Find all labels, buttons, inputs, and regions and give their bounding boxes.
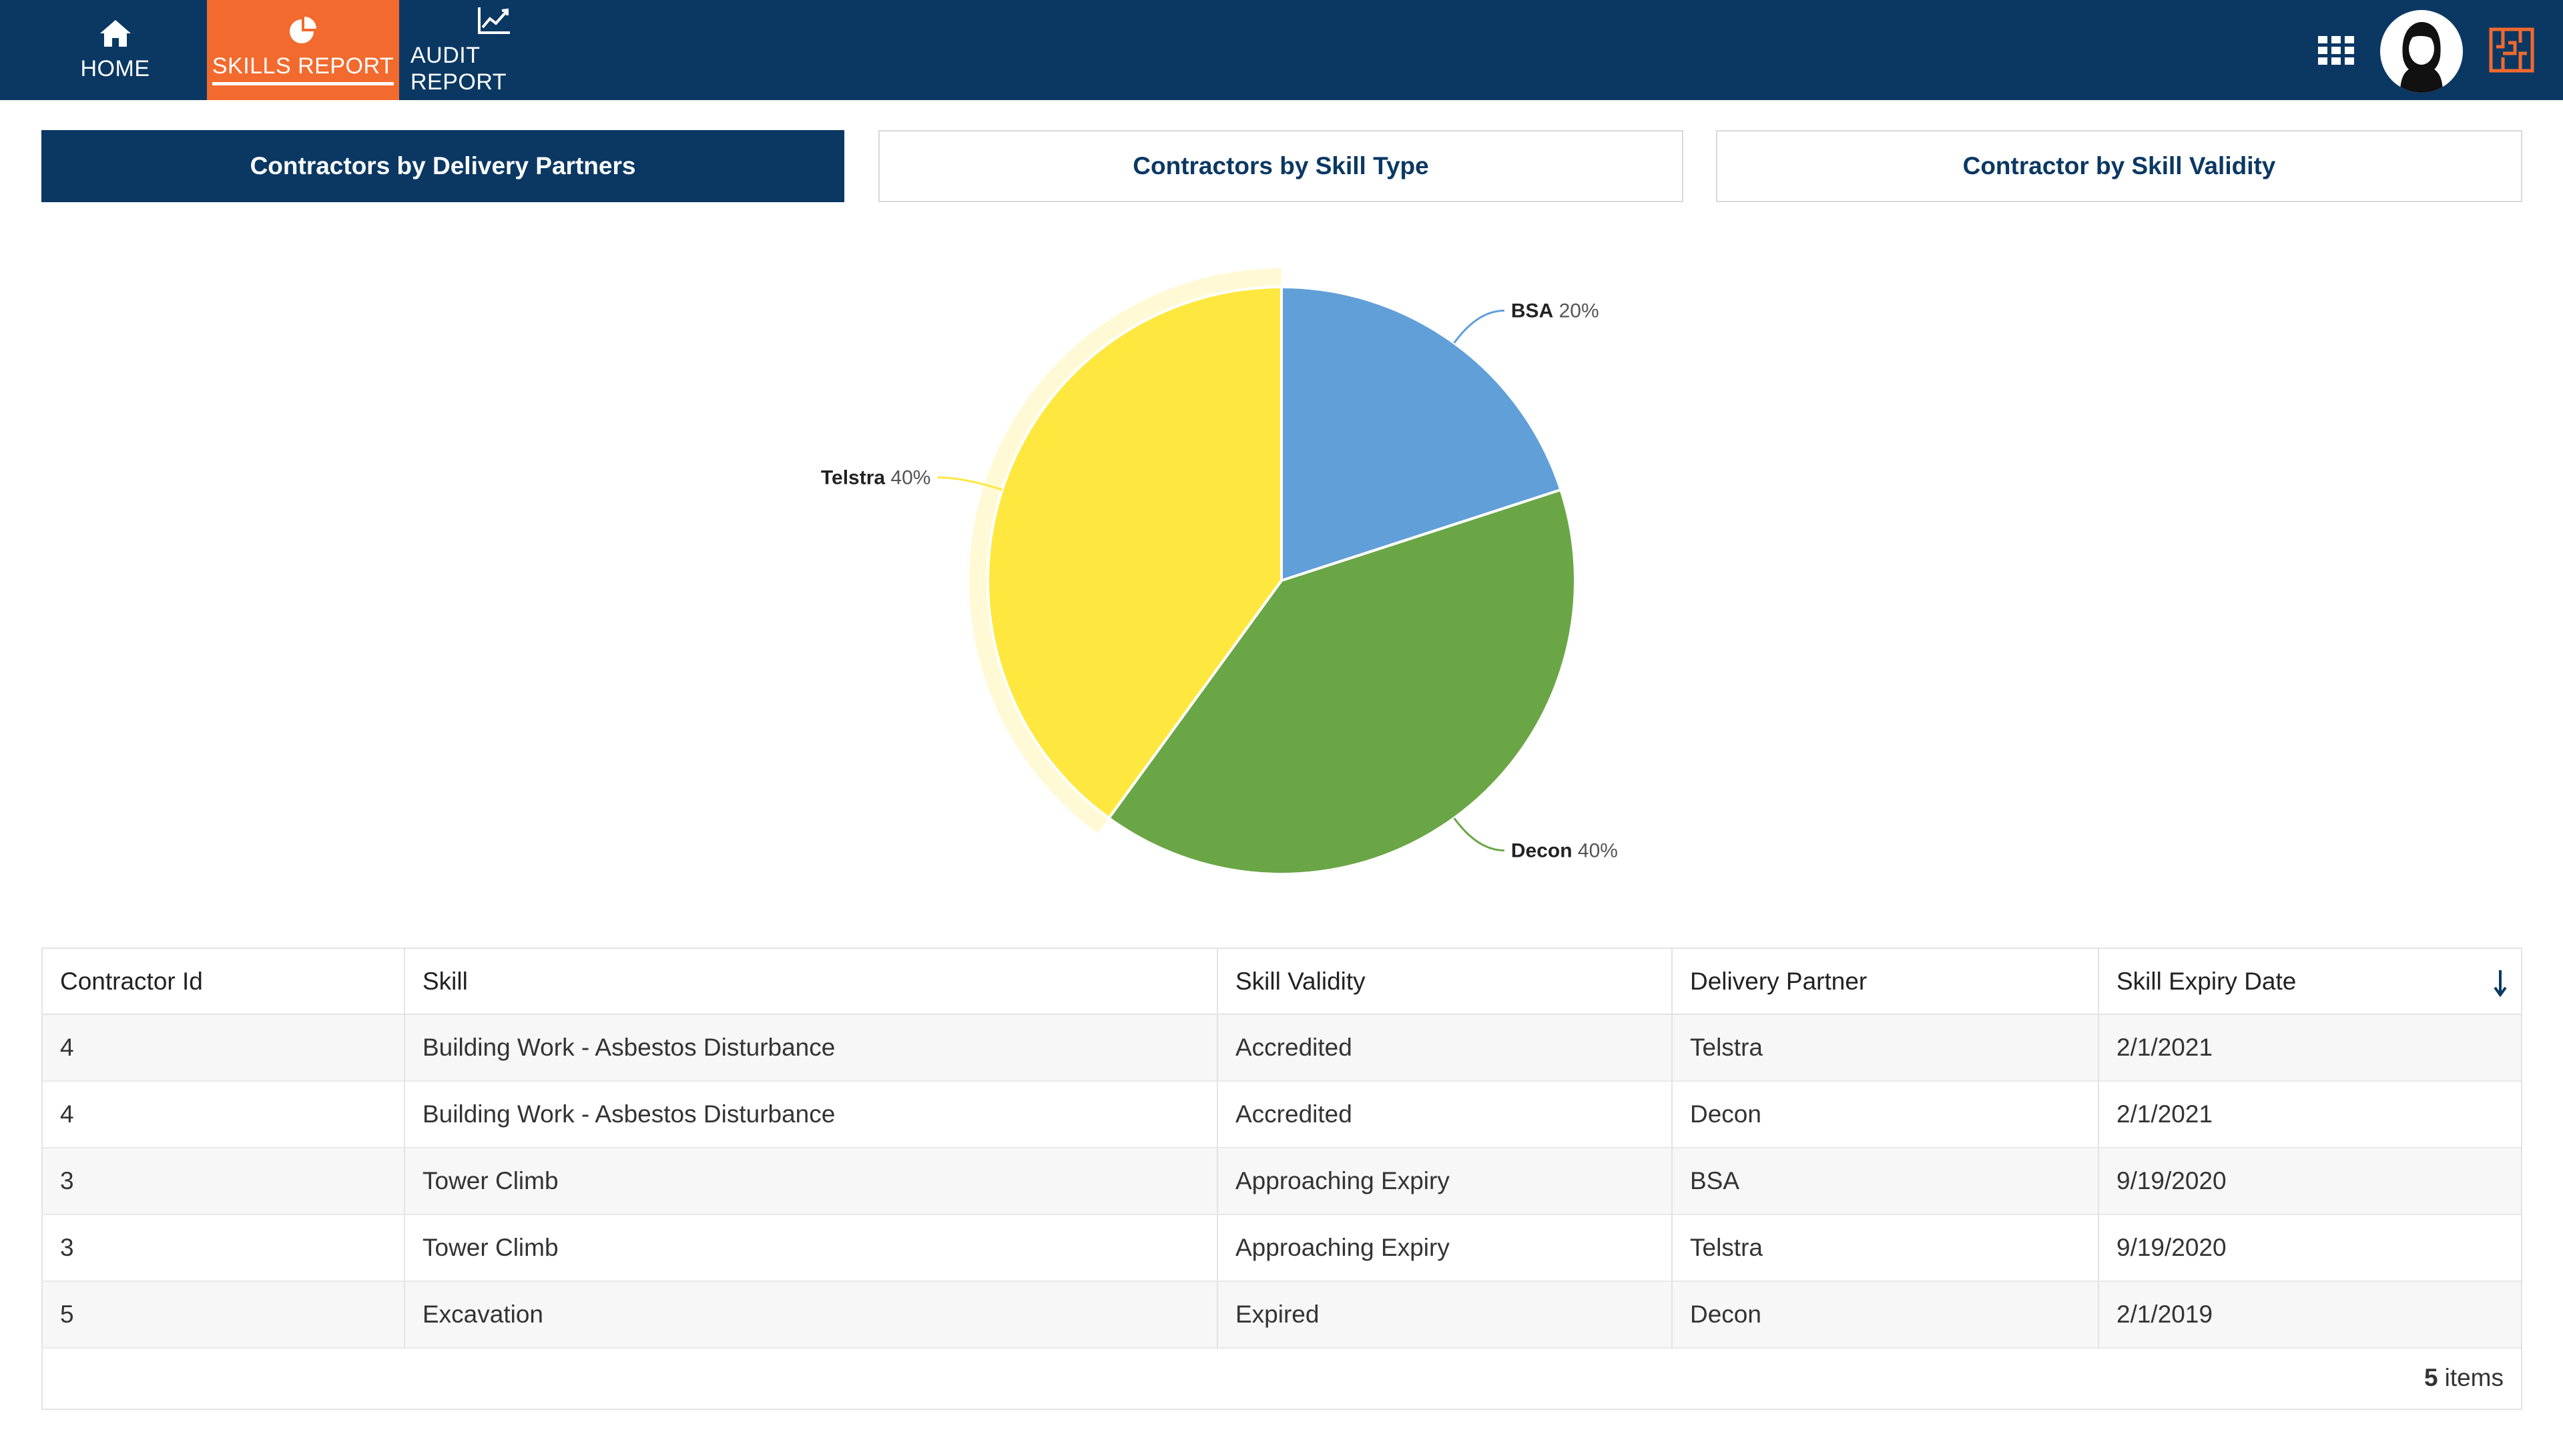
- column-header-skill-validity[interactable]: Skill Validity: [1217, 949, 1673, 1015]
- pie-label-value: 40%: [885, 466, 930, 488]
- cell-contractor-id: 5: [43, 1281, 405, 1348]
- cell-skill-validity: Approaching Expiry: [1217, 1214, 1673, 1281]
- cell-skill-expiry-date: 9/19/2020: [2116, 1167, 2227, 1194]
- pie-label-connector-bsa: [1453, 309, 1504, 344]
- tab-contractors-by-skill-type[interactable]: Contractors by Skill Type: [878, 130, 1683, 202]
- pie-chart-icon: [290, 16, 316, 43]
- item-count-label: items: [2444, 1364, 2504, 1391]
- cell-skill-validity: Accredited: [1217, 1081, 1673, 1148]
- pie-slice-decon[interactable]: [1107, 488, 1577, 875]
- cell-skill: Tower Climb: [404, 1148, 1218, 1214]
- cell-skill: Excavation: [404, 1281, 1218, 1348]
- cell-delivery-partner: Decon: [1672, 1081, 2099, 1148]
- apps-grid-icon[interactable]: [2318, 36, 2355, 65]
- cell-skill-validity: Approaching Expiry: [1217, 1148, 1673, 1214]
- home-icon: [99, 20, 131, 47]
- column-header-contractor-id[interactable]: Contractor Id: [43, 949, 405, 1015]
- sort-descending-icon[interactable]: [2493, 969, 2508, 997]
- user-avatar[interactable]: [2380, 10, 2463, 93]
- nav-skills-report-label: SKILLS REPORT: [212, 53, 394, 85]
- cell-delivery-partner: Decon: [1672, 1281, 2099, 1348]
- table-row[interactable]: 3 Tower Climb Approaching Expiry Telstra…: [43, 1214, 2521, 1281]
- tab-contractors-by-delivery-partners[interactable]: Contractors by Delivery Partners: [41, 130, 844, 202]
- cell-delivery-partner: Telstra: [1672, 1014, 2099, 1081]
- pie-data-label-telstra: Telstra 40%: [821, 466, 931, 488]
- column-header-label: Skill Expiry Date: [2116, 967, 2297, 995]
- cell-skill-validity: Accredited: [1217, 1014, 1673, 1081]
- cell-skill: Building Work - Asbestos Disturbance: [404, 1014, 1218, 1081]
- table-row[interactable]: 5 Excavation Expired Decon 2/1/2019: [43, 1281, 2521, 1348]
- cell-skill: Building Work - Asbestos Disturbance: [404, 1081, 1218, 1148]
- cell-delivery-partner: Telstra: [1672, 1214, 2099, 1281]
- top-navigation-bar: HOME SKILLS REPORT AUDIT REPORT: [0, 0, 2563, 100]
- nav-audit-report-label: AUDIT REPORT: [410, 43, 507, 95]
- pie-label-value: 20%: [1553, 300, 1599, 322]
- nav-audit-report[interactable]: AUDIT REPORT: [410, 0, 577, 100]
- pie-label-name: Telstra: [821, 466, 885, 488]
- grid-footer: 5 items: [43, 1347, 2521, 1409]
- cell-skill-validity: Expired: [1217, 1281, 1673, 1348]
- cell-skill-expiry-date: 2/1/2021: [2116, 1034, 2213, 1061]
- nav-skills-report[interactable]: SKILLS REPORT: [207, 0, 399, 100]
- pie-label-name: Decon: [1511, 840, 1573, 862]
- column-header-delivery-partner[interactable]: Delivery Partner: [1672, 949, 2099, 1015]
- pie-label-connector-telstra: [937, 476, 1003, 491]
- cell-contractor-id: 4: [43, 1081, 405, 1148]
- nav-home[interactable]: HOME: [63, 0, 167, 100]
- tab-label: Contractors by Skill Type: [1133, 152, 1429, 179]
- pie-label-connector-decon: [1453, 817, 1504, 852]
- cell-skill-expiry-date: 2/1/2021: [2116, 1100, 2213, 1128]
- cell-contractor-id: 3: [43, 1214, 405, 1281]
- cell-contractor-id: 3: [43, 1148, 405, 1214]
- brand-logo-icon: [2489, 27, 2534, 73]
- grid-table: Contractor Id Skill Skill Validity Deliv…: [43, 949, 2521, 1349]
- contractor-skills-grid: Contractor Id Skill Skill Validity Deliv…: [41, 948, 2522, 1410]
- pie-slice-telstra[interactable]: [986, 285, 1283, 820]
- line-chart-icon: [478, 7, 510, 34]
- user-silhouette-icon: [2381, 11, 2462, 93]
- cell-skill-expiry-date: 9/19/2020: [2116, 1234, 2227, 1261]
- pie-data-label-decon: Decon 40%: [1511, 840, 1618, 862]
- item-count: 5: [2424, 1364, 2438, 1391]
- pie-label-name: BSA: [1511, 300, 1553, 322]
- pie-label-value: 40%: [1573, 840, 1618, 862]
- tab-label: Contractor by Skill Validity: [1962, 152, 2276, 179]
- cell-skill-expiry-date: 2/1/2019: [2116, 1301, 2213, 1328]
- cell-skill: Tower Climb: [404, 1214, 1218, 1281]
- table-row[interactable]: 4 Building Work - Asbestos Disturbance A…: [43, 1014, 2521, 1081]
- pie-data-label-bsa: BSA 20%: [1511, 300, 1599, 322]
- cell-contractor-id: 4: [43, 1014, 405, 1081]
- pie-chart-svg: BSA 20%Decon 40%Telstra 40%: [821, 268, 1618, 875]
- column-header-skill-expiry-date[interactable]: Skill Expiry Date: [2098, 949, 2521, 1015]
- tab-contractor-by-skill-validity[interactable]: Contractor by Skill Validity: [1716, 130, 2522, 202]
- grid-header-row: Contractor Id Skill Skill Validity Deliv…: [43, 949, 2521, 1015]
- cell-delivery-partner: BSA: [1672, 1148, 2099, 1214]
- pie-chart: BSA 20% Decon 40% Telstra 40%: [768, 227, 1795, 921]
- column-header-skill[interactable]: Skill: [404, 949, 1218, 1015]
- table-row[interactable]: 4 Building Work - Asbestos Disturbance A…: [43, 1081, 2521, 1148]
- nav-home-label: HOME: [80, 56, 150, 81]
- table-row[interactable]: 3 Tower Climb Approaching Expiry BSA 9/1…: [43, 1148, 2521, 1214]
- pie-slice-bsa[interactable]: [1280, 285, 1562, 583]
- tab-label: Contractors by Delivery Partners: [250, 152, 636, 179]
